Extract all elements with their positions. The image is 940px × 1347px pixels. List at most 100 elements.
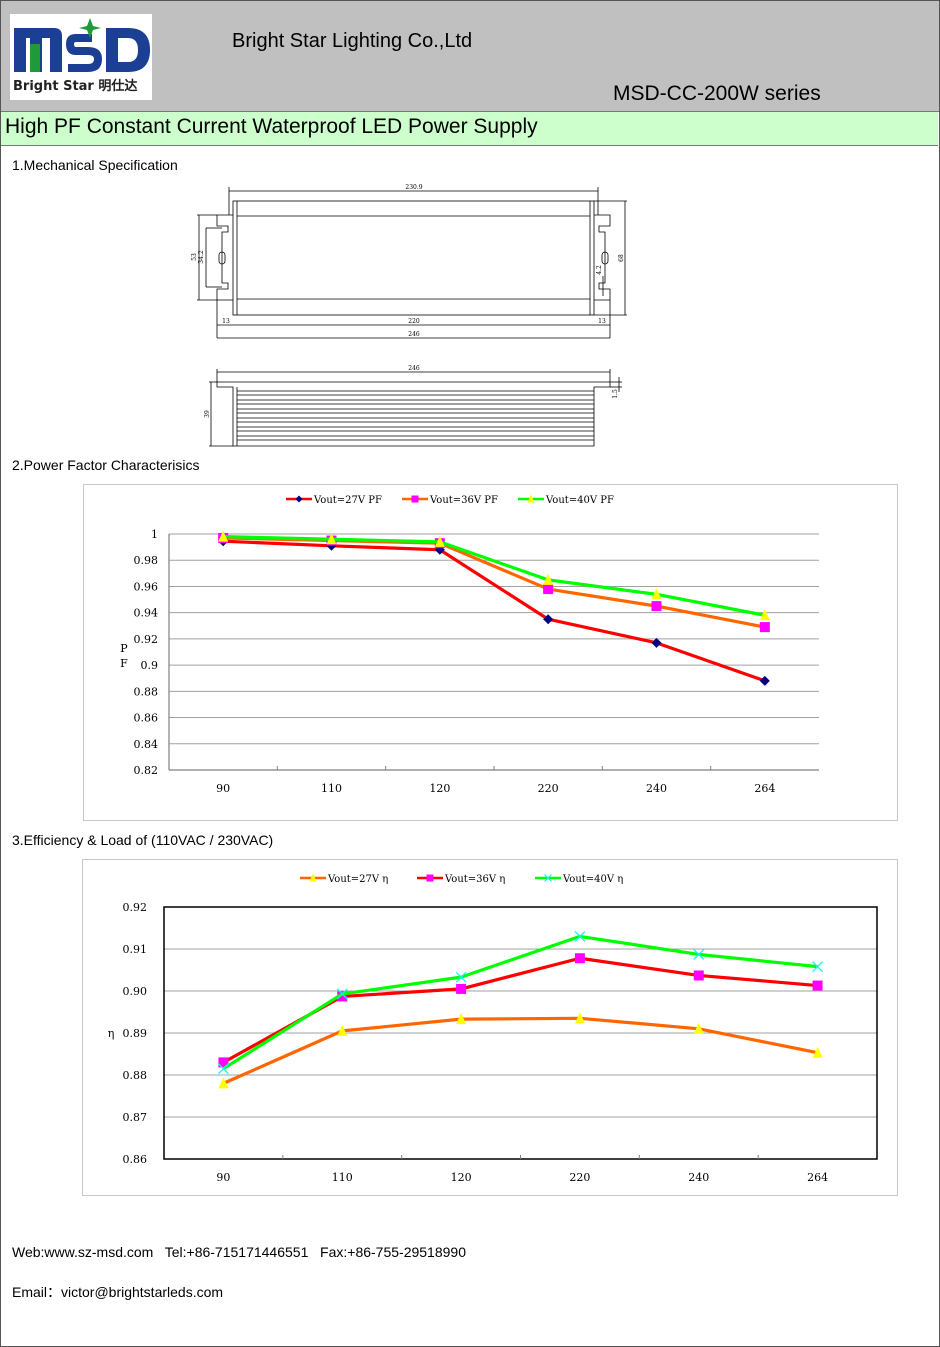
series-1 bbox=[218, 532, 770, 633]
svg-text:13: 13 bbox=[598, 318, 606, 325]
data-point bbox=[812, 1046, 823, 1058]
company-logo: Bright Star 明仕达 bbox=[10, 14, 152, 100]
series-line bbox=[222, 1016, 818, 1085]
x-tick-label: 220 bbox=[538, 782, 559, 795]
y-tick-label: 0.82 bbox=[134, 764, 159, 777]
svg-text:34.2: 34.2 bbox=[198, 250, 205, 264]
legend-label: Vout=36V PF bbox=[429, 495, 498, 506]
section-pf-heading: 2.Power Factor Characterisics bbox=[12, 457, 200, 473]
series-line bbox=[222, 956, 818, 1064]
x-tick-label: 220 bbox=[569, 1171, 590, 1184]
x-tick-label: 90 bbox=[216, 782, 230, 795]
data-point bbox=[574, 953, 585, 964]
x-tick-label: 240 bbox=[646, 782, 667, 795]
data-point bbox=[337, 1024, 348, 1036]
y-tick-label: 0.92 bbox=[134, 633, 159, 646]
series-line bbox=[222, 934, 818, 1071]
efficiency-chart-box: 0.86 0.87 0.88 0.89 0.90 0.91 0.92 90 110 120 220 2… bbox=[82, 859, 898, 1196]
y-tick-label: 0.90 bbox=[123, 985, 148, 998]
data-point bbox=[455, 971, 467, 983]
header: Bright Star 明仕达 Bright Star Lighting Co.… bbox=[1, 1, 939, 112]
svg-text:53: 53 bbox=[191, 253, 198, 261]
data-point bbox=[326, 540, 337, 551]
company-name: Bright Star Lighting Co.,Ltd bbox=[232, 30, 473, 52]
x-tick-label: 264 bbox=[807, 1171, 828, 1184]
y-tick-label: 0.98 bbox=[134, 554, 159, 567]
series-2 bbox=[218, 530, 770, 621]
data-point bbox=[218, 530, 229, 542]
email-info: Email：victor@brightstarleds.com bbox=[12, 1284, 224, 1300]
series-1 bbox=[218, 953, 823, 1068]
legend-label: Vout=36V η bbox=[444, 874, 505, 885]
pf-chart: 0.82 0.84 0.86 0.88 0.9 0.92 0.94 0.96 0.98 1 90 11… bbox=[120, 494, 819, 795]
svg-text:Bright Star 明仕达: Bright Star 明仕达 bbox=[13, 78, 137, 94]
svg-text:1.5: 1.5 bbox=[612, 389, 619, 399]
legend-marker bbox=[544, 874, 552, 882]
legend-label: Vout=27V η bbox=[327, 874, 388, 885]
y-axis-label: η bbox=[108, 1027, 115, 1040]
data-point bbox=[693, 1022, 704, 1034]
legend-marker bbox=[426, 874, 434, 882]
legend-marker bbox=[295, 495, 303, 503]
y-tick-label: 0.9 bbox=[141, 659, 159, 672]
y-tick-label: 0.89 bbox=[123, 1027, 148, 1040]
contact-info: Web:www.sz-msd.com Tel:+86-715171446551 … bbox=[12, 1244, 466, 1260]
series-2 bbox=[217, 930, 824, 1075]
data-point bbox=[434, 535, 445, 547]
series-line bbox=[223, 535, 766, 617]
svg-text:230.9: 230.9 bbox=[405, 184, 422, 191]
data-point bbox=[543, 573, 554, 585]
x-tick-label: 120 bbox=[451, 1171, 472, 1184]
data-point bbox=[759, 609, 770, 621]
section-efficiency-heading: 3.Efficiency & Load of (110VAC / 230VAC) bbox=[12, 832, 274, 848]
section-mechanical-heading: 1.Mechanical Specification bbox=[12, 157, 178, 173]
y-tick-label: 0.86 bbox=[134, 712, 159, 725]
y-tick-label: 0.88 bbox=[123, 1069, 148, 1082]
svg-text:246: 246 bbox=[408, 365, 420, 372]
svg-text:39: 39 bbox=[204, 410, 211, 418]
series-line bbox=[223, 536, 766, 629]
product-series: MSD-CC-200W series bbox=[613, 82, 821, 105]
data-point bbox=[456, 1013, 467, 1025]
y-tick-label: 0.88 bbox=[134, 685, 159, 698]
x-tick-label: 240 bbox=[688, 1171, 709, 1184]
legend-marker bbox=[411, 495, 419, 503]
data-point bbox=[651, 637, 662, 648]
x-tick-label: 110 bbox=[332, 1171, 353, 1184]
y-tick-label: 0.91 bbox=[123, 943, 148, 956]
document-title: High PF Constant Current Waterproof LED … bbox=[5, 115, 538, 138]
data-point bbox=[812, 961, 824, 973]
data-point bbox=[693, 970, 704, 981]
y-tick-label: 0.87 bbox=[123, 1111, 148, 1124]
efficiency-chart: 0.86 0.87 0.88 0.89 0.90 0.91 0.92 90 110 120 220 2… bbox=[108, 873, 878, 1184]
svg-text:13: 13 bbox=[222, 318, 230, 325]
y-tick-label: 0.84 bbox=[134, 738, 159, 751]
data-point bbox=[693, 949, 705, 960]
mechanical-drawing: 230.9 53 34.2 68 4.2 13 220 13 246 246 3… bbox=[191, 184, 627, 447]
series-line bbox=[223, 539, 766, 683]
data-point bbox=[326, 533, 337, 545]
pf-chart-box: 0.82 0.84 0.86 0.88 0.9 0.92 0.94 0.96 0.98 1 90 11… bbox=[83, 484, 898, 821]
svg-text:68: 68 bbox=[618, 254, 625, 262]
series-0 bbox=[218, 1012, 823, 1089]
legend-label: Vout=40V PF bbox=[545, 495, 614, 506]
data-point bbox=[543, 614, 554, 625]
data-point bbox=[218, 1057, 229, 1068]
svg-text:220: 220 bbox=[408, 318, 420, 325]
legend-label: Vout=40V η bbox=[562, 874, 623, 885]
x-tick-label: 110 bbox=[321, 782, 342, 795]
data-point bbox=[456, 983, 467, 994]
data-point bbox=[574, 930, 586, 942]
y-tick-label: 1 bbox=[151, 528, 158, 541]
data-point bbox=[217, 1063, 229, 1075]
title-bar: High PF Constant Current Waterproof LED … bbox=[1, 112, 938, 146]
data-point bbox=[651, 601, 662, 612]
data-point bbox=[759, 675, 770, 686]
data-point bbox=[812, 980, 823, 991]
legend-marker bbox=[527, 494, 535, 503]
y-tick-label: 0.96 bbox=[134, 580, 159, 593]
x-tick-label: 120 bbox=[429, 782, 450, 795]
y-tick-label: 0.94 bbox=[134, 607, 159, 620]
data-point bbox=[336, 988, 348, 1000]
